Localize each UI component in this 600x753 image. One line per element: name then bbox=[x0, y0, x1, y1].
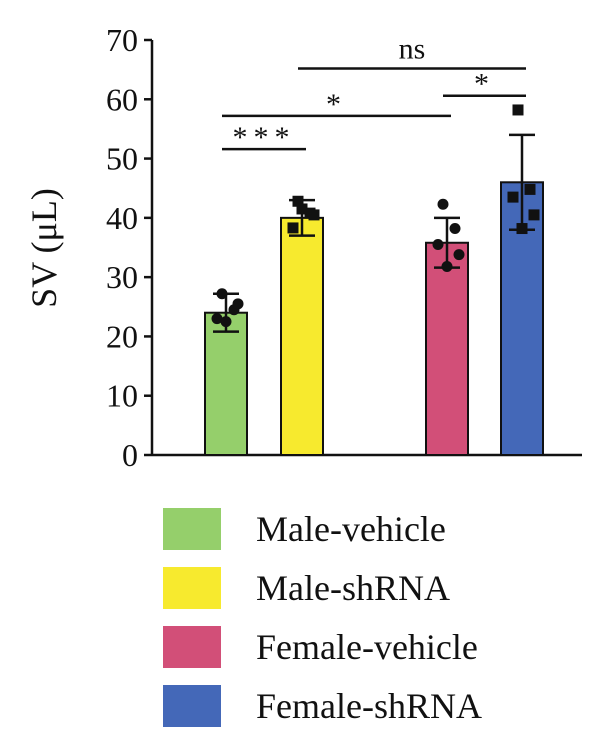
data-point-0-0 bbox=[216, 288, 228, 300]
data-point-0-4 bbox=[232, 298, 244, 310]
data-point-2-4 bbox=[453, 249, 465, 261]
data-point-2-1 bbox=[449, 223, 461, 235]
data-point-3-3 bbox=[516, 223, 528, 235]
bar-1 bbox=[280, 216, 324, 456]
data-point-2-0 bbox=[437, 198, 449, 210]
y-tick-label-30: 30 bbox=[106, 259, 138, 295]
data-point-1-3 bbox=[296, 203, 308, 215]
legend-label-1: Male-shRNA bbox=[256, 568, 450, 608]
legend: Male-vehicle Male-shRNA Female-vehicle Fema… bbox=[163, 508, 482, 727]
y-tick-label-0: 0 bbox=[122, 437, 138, 473]
legend-label-2: Female-vehicle bbox=[256, 627, 478, 667]
y-tick-label-60: 60 bbox=[106, 81, 138, 117]
significance-label-0: *** bbox=[233, 121, 296, 154]
legend-swatch-1 bbox=[163, 567, 221, 609]
legend-swatch-0 bbox=[163, 508, 221, 550]
significance-label-2: * bbox=[474, 68, 495, 101]
legend-label-0: Male-vehicle bbox=[256, 509, 446, 549]
y-tick-label-20: 20 bbox=[106, 318, 138, 354]
data-point-0-2 bbox=[211, 313, 223, 325]
y-tick-label-50: 50 bbox=[106, 141, 138, 177]
legend-label-3: Female-shRNA bbox=[256, 686, 482, 726]
data-point-1-2 bbox=[287, 222, 299, 234]
data-point-1-0 bbox=[292, 195, 304, 207]
data-point-2-2 bbox=[432, 239, 444, 251]
y-tick-label-10: 10 bbox=[106, 378, 138, 414]
y-tick-label-70: 70 bbox=[106, 22, 138, 58]
data-point-2-3 bbox=[441, 260, 453, 272]
data-point-3-0 bbox=[512, 104, 524, 116]
y-axis-label: SV (μL) bbox=[24, 188, 64, 308]
data-point-3-2 bbox=[507, 191, 519, 203]
significance-label-3: ns bbox=[399, 32, 426, 65]
data-point-3-1 bbox=[524, 183, 536, 195]
data-point-1-4 bbox=[308, 209, 320, 221]
y-tick-label-40: 40 bbox=[106, 200, 138, 236]
bar-2 bbox=[425, 241, 469, 456]
bar-0 bbox=[204, 311, 248, 457]
data-point-0-3 bbox=[220, 316, 232, 328]
legend-swatch-2 bbox=[163, 626, 221, 668]
legend-swatch-3 bbox=[163, 685, 221, 727]
data-point-3-4 bbox=[528, 209, 540, 221]
significance-label-1: * bbox=[326, 88, 347, 121]
